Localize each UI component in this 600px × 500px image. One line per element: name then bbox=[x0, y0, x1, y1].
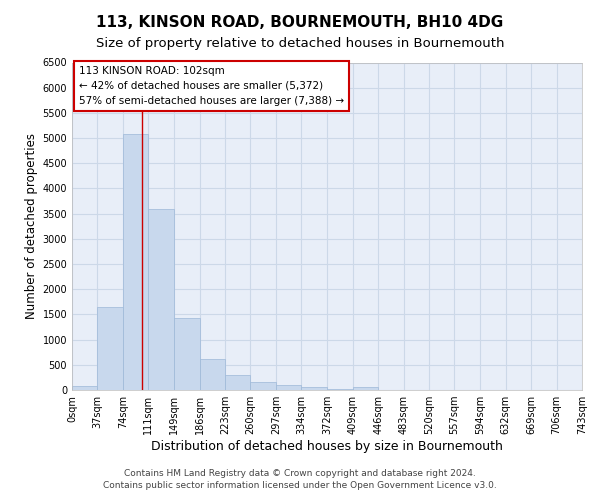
Bar bbox=[225, 374, 250, 390]
X-axis label: Distribution of detached houses by size in Bournemouth: Distribution of detached houses by size … bbox=[151, 440, 503, 453]
Y-axis label: Number of detached properties: Number of detached properties bbox=[25, 133, 38, 320]
Bar bbox=[174, 318, 200, 390]
Bar bbox=[97, 307, 123, 390]
Bar bbox=[276, 385, 301, 390]
Bar bbox=[148, 209, 174, 390]
Bar bbox=[72, 386, 97, 390]
Text: 113, KINSON ROAD, BOURNEMOUTH, BH10 4DG: 113, KINSON ROAD, BOURNEMOUTH, BH10 4DG bbox=[97, 15, 503, 30]
Text: Size of property relative to detached houses in Bournemouth: Size of property relative to detached ho… bbox=[96, 38, 504, 51]
Bar bbox=[301, 387, 328, 390]
Bar bbox=[328, 389, 353, 390]
Bar bbox=[353, 387, 378, 390]
Bar bbox=[250, 382, 276, 390]
Text: 113 KINSON ROAD: 102sqm
← 42% of detached houses are smaller (5,372)
57% of semi: 113 KINSON ROAD: 102sqm ← 42% of detache… bbox=[79, 66, 344, 106]
Bar bbox=[200, 359, 225, 390]
Bar bbox=[123, 134, 148, 390]
Text: Contains HM Land Registry data © Crown copyright and database right 2024.
Contai: Contains HM Land Registry data © Crown c… bbox=[103, 468, 497, 490]
